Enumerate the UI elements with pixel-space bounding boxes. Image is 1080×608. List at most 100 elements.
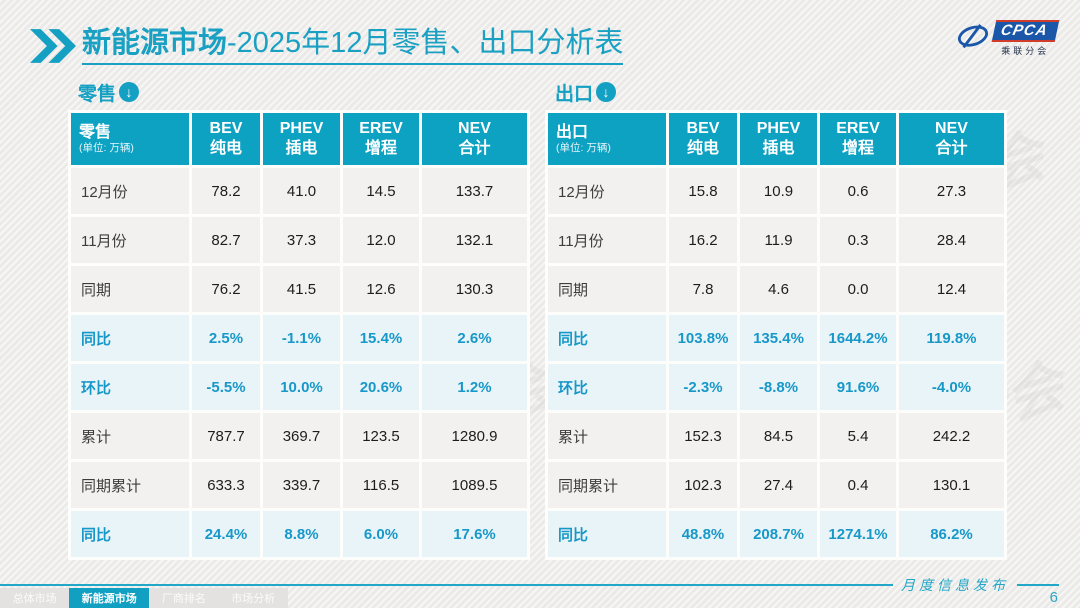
- cell-value: 14.5: [343, 168, 419, 214]
- column-header-erev: EREV 增程: [343, 113, 419, 165]
- table-row: 12月份 15.8 10.9 0.6 27.3: [548, 168, 1004, 214]
- row-label: 11月份: [548, 217, 666, 263]
- down-arrow-circle-icon: ↓: [596, 82, 617, 102]
- cell-value: 135.4%: [740, 315, 817, 361]
- cell-value: 152.3: [669, 413, 737, 459]
- table-row: 环比 -5.5% 10.0% 20.6% 1.2%: [71, 364, 527, 410]
- cell-value: 5.4: [820, 413, 896, 459]
- retail-section-label: 零售 ↓: [78, 80, 530, 105]
- page-title: 新能源市场-2025年12月零售、出口分析表: [82, 24, 624, 65]
- cell-value: 1644.2%: [820, 315, 896, 361]
- page-number: 6: [1049, 589, 1058, 606]
- cell-value: 1.2%: [422, 364, 527, 410]
- cell-value: 27.4: [740, 462, 817, 508]
- cell-value: 0.6: [820, 168, 896, 214]
- cell-value: 339.7: [263, 462, 340, 508]
- tab-nev-market[interactable]: 新能源市场: [69, 588, 150, 608]
- cell-value: 1089.5: [422, 462, 527, 508]
- row-label: 同比: [548, 315, 666, 361]
- column-header-erev: EREV 增程: [820, 113, 896, 165]
- footer-note: 月度信息发布: [901, 578, 1009, 594]
- table-header-row: 零售 (单位: 万辆) BEV 纯电 PHEV 插电 EREV 增程 NEV 合计: [71, 113, 527, 165]
- table-row: 同比 103.8% 135.4% 1644.2% 119.8%: [548, 315, 1004, 361]
- cell-value: 41.0: [263, 168, 340, 214]
- cell-value: -2.3%: [669, 364, 737, 410]
- cell-value: 11.9: [740, 217, 817, 263]
- retail-section: 零售 ↓ 零售 (单位: 万辆) BEV 纯电 PHEV 插电 EREV 增程 NEV 合计 12月…: [68, 80, 530, 560]
- cell-value: 10.0%: [263, 364, 340, 410]
- column-header-phev: PHEV 插电: [740, 113, 817, 165]
- cell-value: 76.2: [192, 266, 260, 312]
- cell-value: 103.8%: [669, 315, 737, 361]
- tab-market-analysis[interactable]: 市场分析: [231, 593, 276, 605]
- cell-value: 10.9: [740, 168, 817, 214]
- cell-value: 48.8%: [669, 511, 737, 557]
- cell-value: 208.7%: [740, 511, 817, 557]
- cell-value: 116.5: [343, 462, 419, 508]
- row-label: 同期: [71, 266, 189, 312]
- table-row: 11月份 82.7 37.3 12.0 132.1: [71, 217, 527, 263]
- footer-rule-line: [0, 584, 893, 586]
- row-label: 12月份: [548, 168, 666, 214]
- column-header-nev: NEV 合计: [422, 113, 527, 165]
- cell-value: -4.0%: [899, 364, 1004, 410]
- row-label: 累计: [71, 413, 189, 459]
- export-section-label: 出口 ↓: [555, 80, 1007, 105]
- cell-value: 2.6%: [422, 315, 527, 361]
- table-row: 11月份 16.2 11.9 0.3 28.4: [548, 217, 1004, 263]
- cell-value: 12.6: [343, 266, 419, 312]
- tab-oem-ranking[interactable]: 厂商排名: [161, 593, 206, 605]
- row-label: 12月份: [71, 168, 189, 214]
- row-label: 同比: [71, 511, 189, 557]
- table-row: 同期累计 102.3 27.4 0.4 130.1: [548, 462, 1004, 508]
- cell-value: 84.5: [740, 413, 817, 459]
- cell-value: 15.8: [669, 168, 737, 214]
- cell-value: 27.3: [899, 168, 1004, 214]
- column-header-bev: BEV 纯电: [669, 113, 737, 165]
- row-label: 累计: [548, 413, 666, 459]
- cpca-logo-swoosh-icon: [957, 24, 989, 49]
- cell-value: 132.1: [422, 217, 527, 263]
- cell-value: 15.4%: [343, 315, 419, 361]
- retail-section-title: 零售: [78, 83, 117, 105]
- footer-rule: 月度信息发布: [0, 578, 1080, 594]
- cell-value: 0.0: [820, 266, 896, 312]
- cell-value: 17.6%: [422, 511, 527, 557]
- tab-overall-market[interactable]: 总体市场: [12, 593, 57, 605]
- export-table: 出口 (单位: 万辆) BEV 纯电 PHEV 插电 EREV 增程 NEV 合计 12月份 15.8…: [545, 110, 1007, 560]
- cell-value: 133.7: [422, 168, 527, 214]
- cell-value: 123.5: [343, 413, 419, 459]
- cpca-logo: CPCA 乘联分会: [954, 16, 1064, 60]
- down-arrow-circle-icon: ↓: [119, 82, 140, 102]
- column-header-phev: PHEV 插电: [263, 113, 340, 165]
- table-row: 同比 2.5% -1.1% 15.4% 2.6%: [71, 315, 527, 361]
- cpca-logo-subtitle: 乘联分会: [1001, 45, 1050, 56]
- cell-value: 91.6%: [820, 364, 896, 410]
- row-label: 11月份: [71, 217, 189, 263]
- cell-value: 4.6: [740, 266, 817, 312]
- table-row: 同期 76.2 41.5 12.6 130.3: [71, 266, 527, 312]
- cell-value: 12.0: [343, 217, 419, 263]
- cell-value: -8.8%: [740, 364, 817, 410]
- column-header-nev: NEV 合计: [899, 113, 1004, 165]
- cell-value: 130.3: [422, 266, 527, 312]
- page-title-rest: -2025年12月零售、出口分析表: [227, 27, 624, 59]
- cpca-logo-text: CPCA 乘联分会: [991, 19, 1059, 57]
- cell-value: 6.0%: [343, 511, 419, 557]
- cell-value: 28.4: [899, 217, 1004, 263]
- row-label: 同比: [71, 315, 189, 361]
- row-label: 同期累计: [71, 462, 189, 508]
- table-row: 12月份 78.2 41.0 14.5 133.7: [71, 168, 527, 214]
- export-section-title: 出口: [555, 83, 594, 105]
- cell-value: 633.3: [192, 462, 260, 508]
- slide-header: 新能源市场-2025年12月零售、出口分析表: [30, 24, 624, 65]
- table-title-cell: 零售 (单位: 万辆): [71, 113, 189, 165]
- cell-value: -1.1%: [263, 315, 340, 361]
- table-unit: (单位: 万辆): [556, 141, 611, 154]
- page-title-bold: 新能源市场: [82, 27, 228, 59]
- table-row: 环比 -2.3% -8.8% 91.6% -4.0%: [548, 364, 1004, 410]
- table-row: 同期累计 633.3 339.7 116.5 1089.5: [71, 462, 527, 508]
- table-row: 同期 7.8 4.6 0.0 12.4: [548, 266, 1004, 312]
- table-unit: (单位: 万辆): [79, 141, 134, 154]
- cell-value: 24.4%: [192, 511, 260, 557]
